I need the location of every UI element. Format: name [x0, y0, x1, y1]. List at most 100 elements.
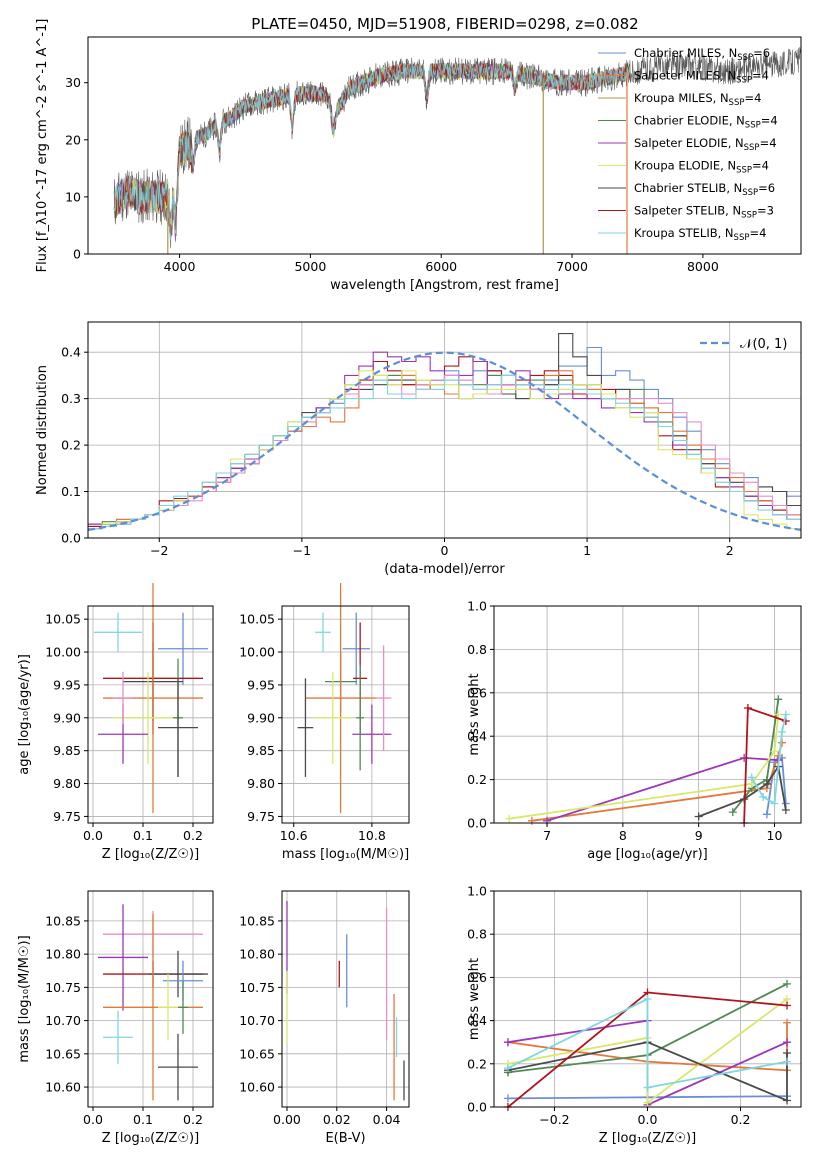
figure-title: PLATE=0450, MJD=51908, FIBERID=0298, z=0…	[251, 15, 638, 33]
weight-marker	[503, 1038, 512, 1047]
age-vs-Z-panel: 0.0 0.1 0.2 9.75 9.80 9.85 9.90 9.95 10.00 10.05 Z…	[17, 582, 214, 862]
residuals-panel: −2 −1 0 1 2 0.0 0.1 0.2 0.3 0.4 (data-model)/error…	[35, 321, 802, 577]
y-tick-label: 0.0	[61, 531, 81, 546]
weight-marker	[694, 812, 703, 821]
y-tick-label: 10.75	[45, 980, 81, 995]
y-tick-label: 9.75	[247, 809, 275, 824]
legend-label: Kroupa STELIB, NSSP=4	[634, 226, 766, 243]
y-tick-label: 0.6	[467, 685, 487, 700]
x-tick-label: −1	[293, 543, 311, 558]
weight-marker	[783, 1096, 792, 1105]
legend-label: 𝒩(0, 1)	[740, 337, 787, 352]
x-tick-label: 0.1	[133, 1112, 153, 1127]
x-tick-label: 0.2	[183, 828, 203, 843]
y-tick-label: 10.70	[239, 1013, 275, 1028]
axes-frame	[281, 890, 410, 1108]
weight-marker	[762, 810, 771, 819]
legend-name: Chabrier ELODIE, N	[634, 114, 745, 128]
legend-name: Salpeter ELODIE, N	[634, 136, 744, 150]
x-tick-label: 0.2	[731, 1112, 751, 1127]
y-tick-label: 10.60	[45, 1080, 81, 1095]
weight-marker	[781, 710, 790, 719]
weight-marker	[783, 1038, 792, 1047]
y-tick-label: 0.3	[61, 391, 81, 406]
y-tick-label: 9.95	[53, 677, 81, 692]
weight-marker	[643, 1083, 652, 1092]
legend-name: Salpeter STELIB, N	[634, 204, 741, 218]
y-tick-label: 0.6	[467, 970, 487, 985]
age-vs-mass-panel: 10.6 10.8 9.75 9.80 9.85 9.90 9.95 10.00 10.05 ma…	[239, 582, 410, 862]
x-axis-label: E(B-V)	[325, 1131, 365, 1146]
legend-subscript: SSP	[734, 233, 750, 243]
x-tick-label: 10.6	[280, 828, 308, 843]
gaussian-curve	[87, 351, 802, 531]
y-tick-label: 9.95	[247, 677, 275, 692]
y-axis-label: mass weight	[467, 958, 482, 1040]
y-tick-label: 10.70	[45, 1013, 81, 1028]
weight-marker	[759, 792, 768, 801]
legend-name: Chabrier STELIB, N	[634, 181, 742, 195]
weight-marker	[778, 727, 787, 736]
legend-name: Kroupa STELIB, N	[634, 226, 734, 240]
y-tick-label: 9.90	[247, 710, 275, 725]
x-tick-label: −2	[150, 543, 168, 558]
weight-marker	[783, 1049, 792, 1057]
y-tick-label: 9.90	[53, 710, 81, 725]
legend-count: =4	[744, 91, 761, 105]
legend-name: Kroupa MILES, N	[634, 91, 729, 105]
weight-series	[507, 1022, 788, 1072]
y-tick-label: 0.0	[467, 816, 487, 831]
y-tick-label: 10.65	[239, 1046, 275, 1061]
legend-label: Chabrier ELODIE, NSSP=4	[634, 114, 778, 131]
y-tick-label: 10.75	[239, 980, 275, 995]
x-axis-label: (data-model)/error	[384, 562, 505, 577]
y-axis-label: mass weight	[467, 673, 482, 755]
x-tick-label: 0.0	[83, 828, 103, 843]
weight-marker	[783, 1057, 792, 1066]
y-tick-label: 9.80	[53, 776, 81, 791]
x-tick-label: 8	[619, 828, 627, 843]
y-tick-label: 0.8	[467, 642, 487, 657]
x-tick-label: 6000	[425, 259, 457, 274]
y-tick-label: 0.2	[61, 438, 81, 453]
weight-series	[507, 997, 788, 1089]
axes-frame	[87, 890, 214, 1108]
y-tick-label: 30	[65, 75, 81, 90]
legend-label: Chabrier MILES, NSSP=6	[634, 46, 770, 63]
y-tick-label: 10.00	[239, 645, 275, 660]
x-tick-label: 8000	[687, 259, 719, 274]
weight-series	[509, 714, 780, 820]
y-tick-label: 0.2	[467, 772, 487, 787]
y-tick-label: 10	[65, 189, 81, 204]
y-tick-label: 0.4	[467, 729, 487, 744]
x-axis-label: wavelength [Angstrom, rest frame]	[330, 278, 559, 293]
spectrum-lines	[113, 46, 801, 254]
y-tick-label: 20	[65, 132, 81, 147]
legend-count: =3	[757, 204, 774, 218]
y-axis-label: Normed distribution	[35, 365, 50, 495]
legend-subscript: SSP	[737, 53, 753, 63]
weight-marker	[770, 799, 779, 808]
spectrum-panel: 4000 5000 6000 7000 8000 0 10 20 30 wavelength [A…	[35, 19, 802, 293]
y-tick-label: 0.4	[61, 345, 81, 360]
y-tick-label: 9.80	[247, 776, 275, 791]
x-axis-label: Z [log₁₀(Z/Z☉)]	[102, 847, 199, 862]
legend-count: =4	[752, 159, 769, 173]
weight-marker	[774, 695, 783, 704]
histogram-series	[88, 374, 801, 530]
x-tick-label: 5000	[294, 259, 326, 274]
weight-vs-Z-panel: −0.2 0.0 0.2 0.0 0.2 0.4 0.6 0.8 1.0 Z [log₁₀(Z/Z…	[467, 884, 802, 1146]
y-tick-label: 9.85	[247, 743, 275, 758]
x-tick-label: 0.0	[83, 1112, 103, 1127]
y-tick-label: 10.00	[45, 645, 81, 660]
y-axis-label: Flux [f_λ10^-17 erg cm^-2 s^-1 A^-1]	[35, 19, 50, 273]
legend-subscript: SSP	[742, 188, 758, 198]
weight-marker	[762, 779, 771, 788]
legend-count: =6	[758, 181, 775, 195]
y-tick-label: 0.2	[467, 1056, 487, 1071]
x-tick-label: 10	[767, 828, 783, 843]
y-tick-label: 10.05	[45, 612, 81, 627]
weight-marker	[747, 773, 756, 782]
